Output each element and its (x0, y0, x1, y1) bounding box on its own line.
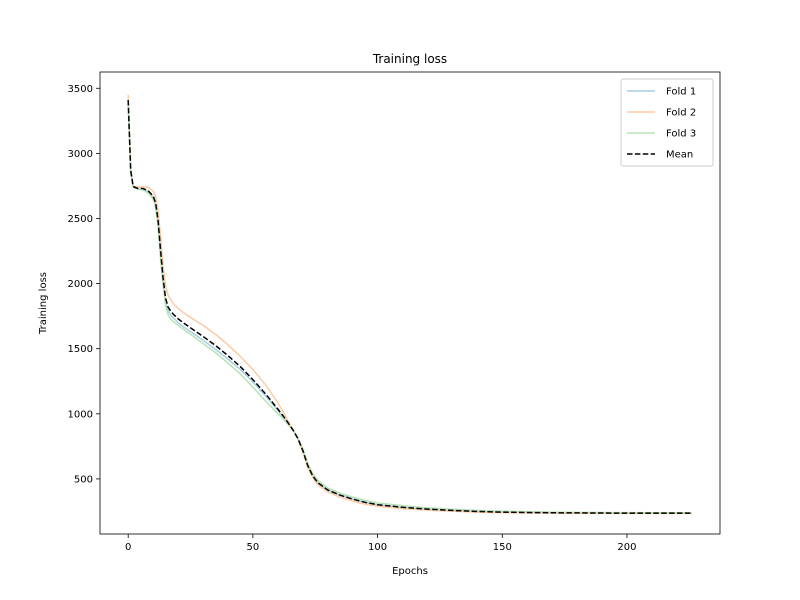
x-axis-ticks: 0 50 100 150 200 (125, 534, 637, 553)
y-axis-label: Training loss (38, 272, 49, 335)
y-tick-label: 1500 (68, 344, 93, 355)
x-axis-label: Epochs (392, 566, 428, 577)
legend-items: Fold 1 Fold 2 Fold 3 Mean (627, 87, 696, 161)
legend-label: Mean (666, 150, 693, 161)
y-tick-label: 3000 (68, 149, 93, 160)
y-tick-label: 2500 (68, 214, 93, 225)
chart-title: Training loss (372, 52, 447, 66)
x-tick-label: 50 (247, 542, 260, 553)
y-axis-ticks: 500 1000 1500 2000 2500 3000 3500 (68, 84, 100, 485)
x-tick-label: 100 (368, 542, 387, 553)
y-tick-label: 1000 (68, 409, 93, 420)
legend-box (620, 78, 714, 167)
y-tick-label: 3500 (68, 84, 93, 95)
x-tick-label: 200 (617, 542, 636, 553)
x-tick-label: 150 (493, 542, 512, 553)
legend-label: Fold 3 (666, 129, 696, 140)
plot-frame (99, 71, 721, 535)
legend-label: Fold 2 (666, 108, 696, 119)
y-tick-label: 500 (74, 474, 93, 485)
series-line-mean (127, 99, 692, 514)
plot-lines (127, 94, 692, 515)
y-tick-label: 2000 (68, 279, 93, 290)
legend-label: Fold 1 (666, 87, 696, 98)
legend: Fold 1 Fold 2 Fold 3 Mean (620, 78, 714, 167)
x-tick-label: 0 (125, 542, 131, 553)
